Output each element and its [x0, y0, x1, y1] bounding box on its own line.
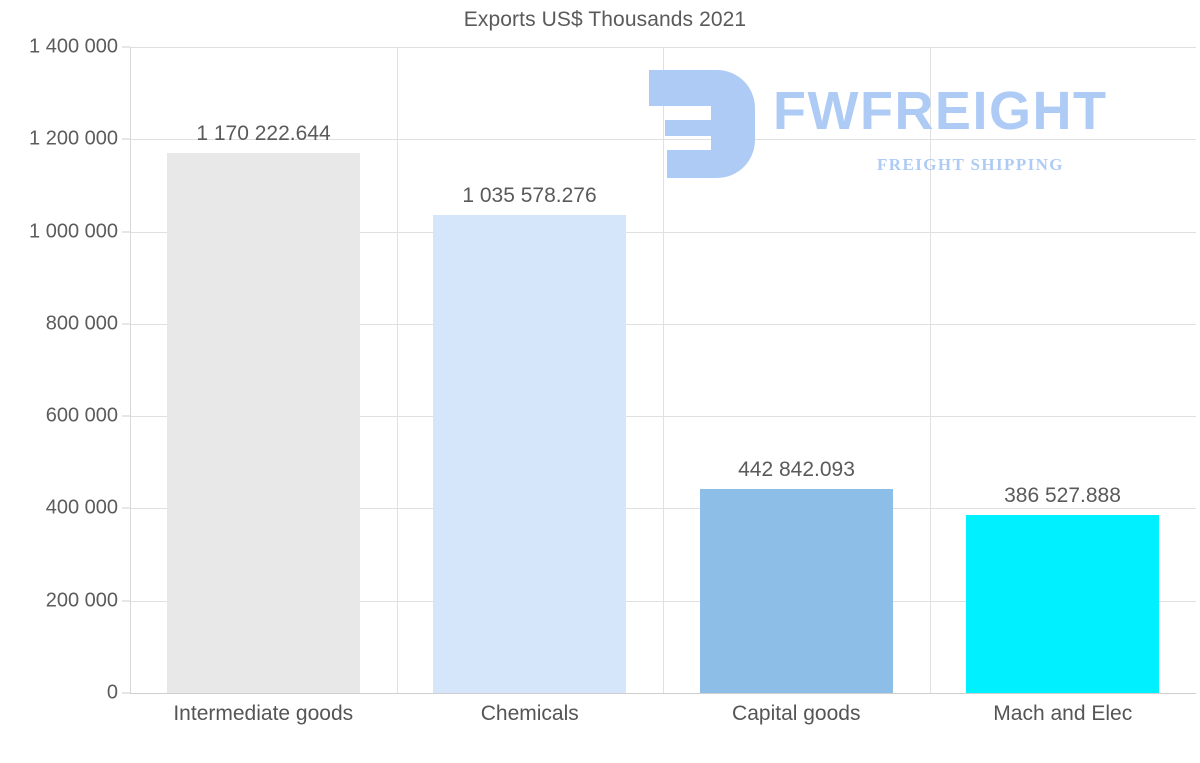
- y-axis-tick-label: 400 000: [45, 496, 118, 519]
- y-axis-tick-mark: [122, 46, 130, 48]
- category-divider: [663, 47, 664, 693]
- y-axis-tick-mark: [122, 507, 130, 509]
- y-axis-tick-label: 1 000 000: [29, 220, 118, 243]
- bar[interactable]: 1 035 578.276: [433, 184, 626, 693]
- bar[interactable]: 442 842.093: [700, 458, 893, 693]
- y-axis-line: [130, 47, 131, 693]
- bar-value-label: 1 170 222.644: [196, 122, 331, 146]
- bar[interactable]: 386 527.888: [966, 484, 1159, 693]
- y-axis-tick-label: 1 400 000: [29, 35, 118, 58]
- y-axis-tick-label: 200 000: [45, 589, 118, 612]
- category-divider: [397, 47, 398, 693]
- plot-area: 1 170 222.644 1 035 578.276 442 842.093 386…: [130, 47, 1196, 694]
- x-axis-tick-label: Mach and Elec: [993, 702, 1133, 725]
- bar-value-label: 386 527.888: [1004, 483, 1121, 507]
- x-axis-tick-label: Capital goods: [732, 702, 861, 725]
- x-axis-tick-label: Chemicals: [480, 702, 579, 725]
- y-axis-tick-mark: [122, 138, 130, 140]
- y-axis-tick-label: 600 000: [45, 404, 118, 427]
- gridline: [130, 693, 1196, 694]
- y-axis-tick-mark: [122, 415, 130, 417]
- y-axis-tick-mark: [122, 231, 130, 233]
- x-axis-tick-label: Intermediate goods: [173, 702, 354, 725]
- bar-value-label: 442 842.093: [738, 457, 855, 481]
- y-axis-tick-mark: [122, 692, 130, 694]
- y-axis-tick-label: 0: [106, 681, 118, 704]
- y-axis-tick-label: 1 200 000: [29, 127, 118, 150]
- y-axis-tick-mark: [122, 323, 130, 325]
- bar-value-label: 1 035 578.276: [462, 184, 597, 208]
- bar[interactable]: 1 170 222.644: [167, 122, 360, 693]
- y-axis-tick-label: 800 000: [45, 312, 118, 335]
- y-axis-tick-mark: [122, 600, 130, 602]
- chart-title: Exports US$ Thousands 2021: [463, 8, 747, 31]
- category-divider: [930, 47, 931, 693]
